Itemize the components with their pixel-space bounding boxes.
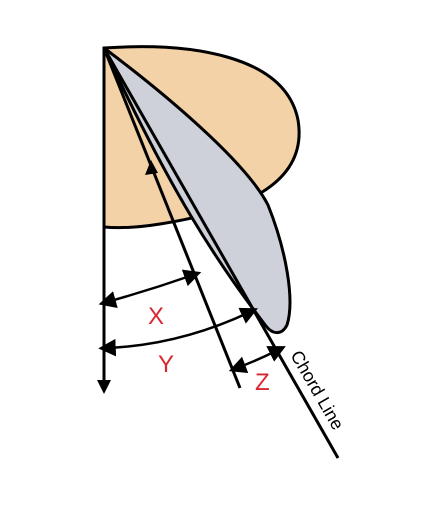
- angle-arc-x: [98, 269, 202, 309]
- label-x: X: [148, 303, 164, 330]
- label-z: Z: [255, 369, 270, 396]
- vertical-axis-arrowhead: [97, 380, 111, 394]
- chord-line: [102, 47, 340, 459]
- label-y: Y: [158, 351, 174, 378]
- angle-arc-z: [228, 346, 286, 374]
- angle-arc-y: [98, 307, 258, 357]
- airfoil-blade: [102, 46, 292, 335]
- direction-arrowhead: [145, 160, 158, 175]
